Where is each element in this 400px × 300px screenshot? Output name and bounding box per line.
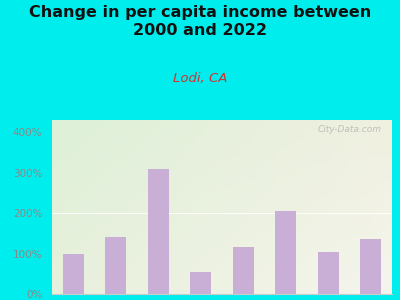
Bar xyxy=(360,239,381,294)
Bar xyxy=(190,272,211,294)
Text: City-Data.com: City-Data.com xyxy=(318,125,382,134)
Bar xyxy=(275,211,296,294)
Bar xyxy=(318,251,339,294)
Text: Change in per capita income between
2000 and 2022: Change in per capita income between 2000… xyxy=(29,4,371,38)
Bar xyxy=(148,169,169,294)
Bar xyxy=(63,254,84,294)
Bar xyxy=(105,237,126,294)
Bar xyxy=(233,248,254,294)
Text: Lodi, CA: Lodi, CA xyxy=(173,72,227,85)
